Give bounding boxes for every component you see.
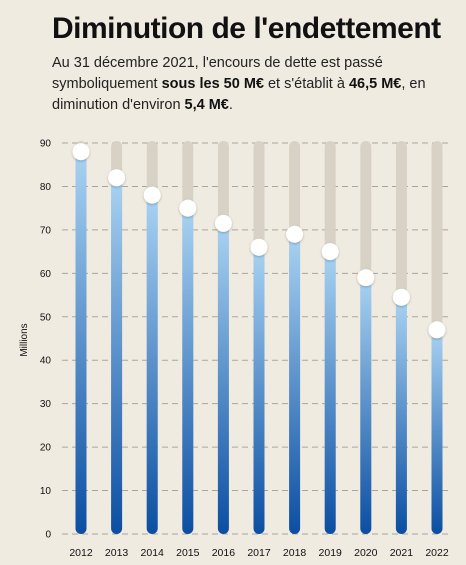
x-tick-label: 2015: [176, 547, 200, 559]
value-marker-2022: [428, 321, 446, 339]
x-tick-label: 2014: [141, 547, 165, 559]
x-tick-label: 2018: [283, 547, 307, 559]
subtitle-highlight: 46,5 M€: [348, 76, 402, 92]
bar-2020: [360, 277, 372, 534]
subtitle-text: .: [228, 97, 233, 113]
chart-title: Diminution de l'endettement: [52, 12, 441, 45]
value-marker-2013: [108, 169, 126, 187]
bar-2021: [395, 297, 407, 534]
x-tick-label: 2022: [425, 547, 449, 559]
y-tick-label: 30: [40, 399, 52, 410]
bar-2012: [75, 151, 87, 534]
y-axis-label: Millions: [19, 323, 30, 356]
subtitle-text: , en diminution d'environ: [52, 76, 426, 113]
x-tick-label: 2013: [105, 547, 129, 559]
y-axis: 0 10 20 30 40 50 60 70 80 90: [40, 139, 52, 541]
y-tick-label: 50: [40, 312, 52, 323]
y-tick-label: 40: [40, 356, 52, 367]
subtitle-text: Au 31 décembre 2021, l'encours de dette …: [52, 55, 383, 92]
bar-2016: [217, 223, 229, 534]
x-tick-label: 2017: [247, 547, 271, 559]
bar-2022: [431, 329, 443, 534]
y-tick-label: 60: [40, 269, 52, 280]
bars: [72, 141, 446, 534]
value-marker-2019: [321, 243, 339, 261]
value-marker-2018: [286, 225, 304, 243]
bar-2018: [289, 234, 301, 534]
subtitle-text: et s'établit à: [263, 76, 349, 92]
y-tick-label: 70: [40, 225, 52, 236]
bar-2017: [253, 247, 265, 534]
value-marker-2021: [392, 288, 410, 306]
value-marker-2017: [250, 238, 268, 256]
value-marker-2016: [214, 214, 232, 232]
x-axis: 2012 2013 2014 2015 2016 2017 2018 2019 2020 2021…: [69, 547, 449, 559]
value-marker-2020: [357, 269, 375, 287]
bar-2013: [111, 177, 123, 534]
subtitle-highlight: sous les 50 M€: [161, 76, 264, 92]
y-tick-label: 20: [40, 443, 52, 454]
chart-subtitle: Au 31 décembre 2021, l'encours de dette …: [52, 53, 452, 116]
value-marker-2014: [143, 186, 161, 204]
bar-2015: [182, 208, 194, 534]
y-tick-label: 10: [40, 486, 52, 497]
y-tick-label: 0: [45, 530, 51, 541]
bar-2014: [146, 195, 158, 534]
x-tick-label: 2021: [390, 547, 414, 559]
x-tick-label: 2012: [69, 547, 93, 559]
subtitle-highlight: 5,4 M€: [184, 97, 229, 113]
x-tick-label: 2016: [212, 547, 236, 559]
value-marker-2012: [72, 143, 90, 161]
value-marker-2015: [179, 199, 197, 217]
x-tick-label: 2019: [319, 547, 343, 559]
y-tick-label: 90: [40, 139, 52, 150]
bar-2019: [324, 251, 336, 534]
y-tick-label: 80: [40, 182, 52, 193]
x-tick-label: 2020: [354, 547, 378, 559]
